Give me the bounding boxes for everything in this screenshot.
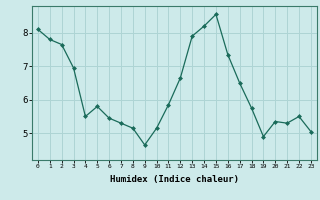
X-axis label: Humidex (Indice chaleur): Humidex (Indice chaleur): [110, 175, 239, 184]
